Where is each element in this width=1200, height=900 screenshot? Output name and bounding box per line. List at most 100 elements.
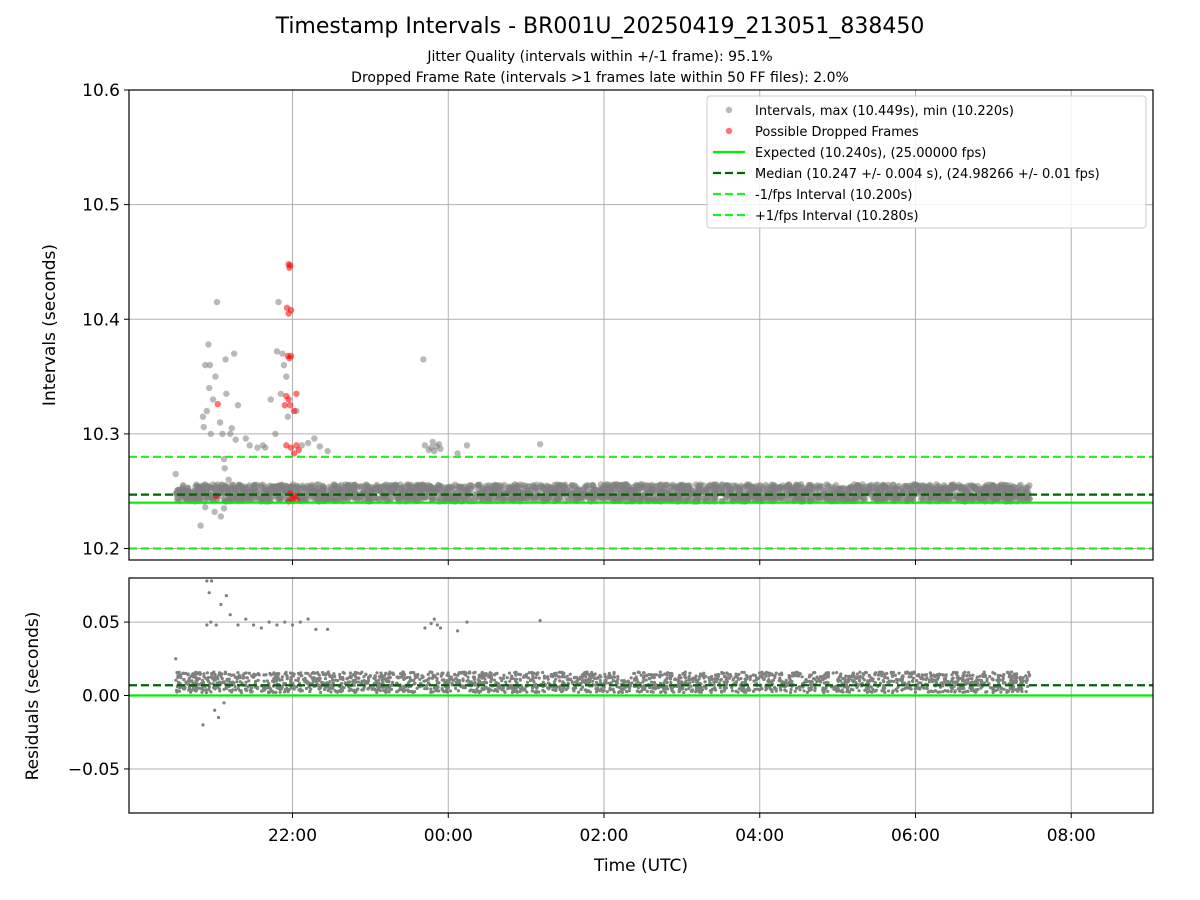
bottom-band-point bbox=[632, 671, 637, 676]
top-interval-point bbox=[420, 356, 427, 363]
bottom-band-point bbox=[351, 680, 355, 684]
bottom-band-point bbox=[216, 677, 220, 681]
top-interval-point bbox=[230, 350, 238, 357]
bottom-band-point bbox=[449, 675, 454, 679]
bottom-interval-point bbox=[267, 620, 271, 624]
top-band-point bbox=[819, 490, 827, 498]
top-band-point bbox=[313, 485, 320, 493]
top-band-point bbox=[501, 494, 508, 502]
bottom-band-point bbox=[213, 686, 218, 690]
bottom-band-point bbox=[356, 687, 360, 691]
top-interval-point bbox=[536, 441, 544, 448]
top-interval-point bbox=[202, 504, 209, 511]
bottom-band-point bbox=[496, 689, 500, 693]
bottom-band-point bbox=[978, 674, 982, 678]
top-band-point bbox=[669, 495, 676, 503]
bottom-band-point bbox=[250, 686, 254, 690]
top-interval-point bbox=[304, 439, 312, 447]
chart-title: Timestamp Intervals - BR001U_20250419_21… bbox=[275, 14, 925, 39]
top-interval-point bbox=[221, 465, 228, 472]
bottom-band-point bbox=[530, 670, 534, 675]
bottom-band-point bbox=[695, 688, 699, 693]
top-interval-point bbox=[275, 298, 282, 306]
bottom-band-point bbox=[704, 674, 708, 678]
bottom-band-point bbox=[873, 681, 878, 685]
bottom-band-point bbox=[285, 675, 289, 679]
bottom-band-point bbox=[927, 680, 931, 684]
top-band-point bbox=[846, 487, 854, 495]
bottom-band-point bbox=[886, 680, 890, 684]
top-interval-point bbox=[234, 402, 242, 409]
bottom-band-point bbox=[733, 675, 737, 679]
bottom-band-point bbox=[329, 674, 334, 678]
bottom-band-point bbox=[322, 687, 327, 692]
top-band-point bbox=[374, 487, 381, 495]
bottom-band-point bbox=[245, 676, 249, 680]
bottom-band-point bbox=[296, 679, 300, 683]
bottom-band-point bbox=[208, 682, 212, 686]
bottom-band-point bbox=[236, 686, 240, 691]
top-band-point bbox=[855, 482, 862, 489]
bottom-band-point bbox=[576, 690, 581, 694]
bottom-interval-point bbox=[290, 623, 295, 627]
bottom-band-point bbox=[938, 672, 943, 677]
bottom-band-point bbox=[993, 672, 997, 676]
bottom-band-point bbox=[649, 680, 654, 684]
top-band-point bbox=[557, 486, 564, 493]
bottom-band-point bbox=[273, 675, 277, 679]
bottom-band-point bbox=[366, 687, 370, 691]
top-band-point bbox=[597, 485, 604, 492]
top-band-point bbox=[543, 482, 550, 489]
bottom-band-point bbox=[197, 682, 202, 687]
top-band-point bbox=[534, 494, 542, 501]
bottom-band-point bbox=[207, 688, 211, 692]
bottom-band-point bbox=[939, 681, 943, 685]
top-interval-point bbox=[172, 470, 179, 478]
bottom-band-point bbox=[714, 677, 718, 681]
bottom-band-point bbox=[580, 675, 584, 680]
bottom-band-point bbox=[204, 690, 209, 695]
bottom-band-point bbox=[235, 680, 239, 684]
bottom-band-point bbox=[512, 686, 516, 690]
top-band-point bbox=[437, 485, 444, 492]
top-band-point bbox=[996, 484, 1004, 491]
bottom-band-point bbox=[951, 685, 955, 689]
bottom-band-point bbox=[247, 679, 251, 683]
bottom-band-point bbox=[672, 690, 676, 694]
top-band-point bbox=[391, 486, 398, 494]
top-interval-point bbox=[272, 430, 279, 438]
bottom-band-point bbox=[737, 672, 741, 676]
bottom-band-point bbox=[958, 688, 962, 692]
bottom-band-point bbox=[649, 689, 654, 694]
bottom-band-point bbox=[788, 690, 793, 695]
bottom-band-point bbox=[365, 681, 370, 685]
top-band-point bbox=[268, 483, 276, 491]
bottom-band-point bbox=[747, 688, 752, 692]
bottom-band-point bbox=[761, 672, 765, 676]
bottom-band-point bbox=[380, 673, 384, 677]
bottom-band-point bbox=[982, 670, 986, 674]
bottom-band-point bbox=[882, 679, 886, 684]
bottom-band-point bbox=[303, 676, 307, 681]
bottom-band-point bbox=[968, 686, 972, 690]
top-band-point bbox=[583, 481, 591, 489]
bottom-band-point bbox=[802, 689, 806, 693]
top-y-axis-label: Intervals (seconds) bbox=[40, 244, 60, 406]
top-band-point bbox=[236, 481, 243, 489]
bottom-band-point bbox=[557, 675, 561, 679]
bottom-band-point bbox=[534, 676, 538, 680]
bottom-band-point bbox=[352, 690, 357, 694]
top-band-point bbox=[509, 496, 517, 504]
bottom-band-point bbox=[364, 672, 368, 677]
top-band-point bbox=[972, 485, 979, 492]
bottom-interval-point bbox=[174, 657, 178, 661]
bottom-band-point bbox=[988, 674, 992, 679]
bottom-band-point bbox=[272, 680, 276, 684]
bottom-band-point bbox=[962, 679, 966, 683]
bottom-band-point bbox=[227, 677, 231, 681]
bottom-band-point bbox=[605, 690, 609, 694]
top-band-point bbox=[493, 482, 501, 489]
bottom-band-point bbox=[700, 688, 705, 692]
top-band-point bbox=[327, 485, 335, 492]
bottom-band-point bbox=[811, 677, 816, 681]
